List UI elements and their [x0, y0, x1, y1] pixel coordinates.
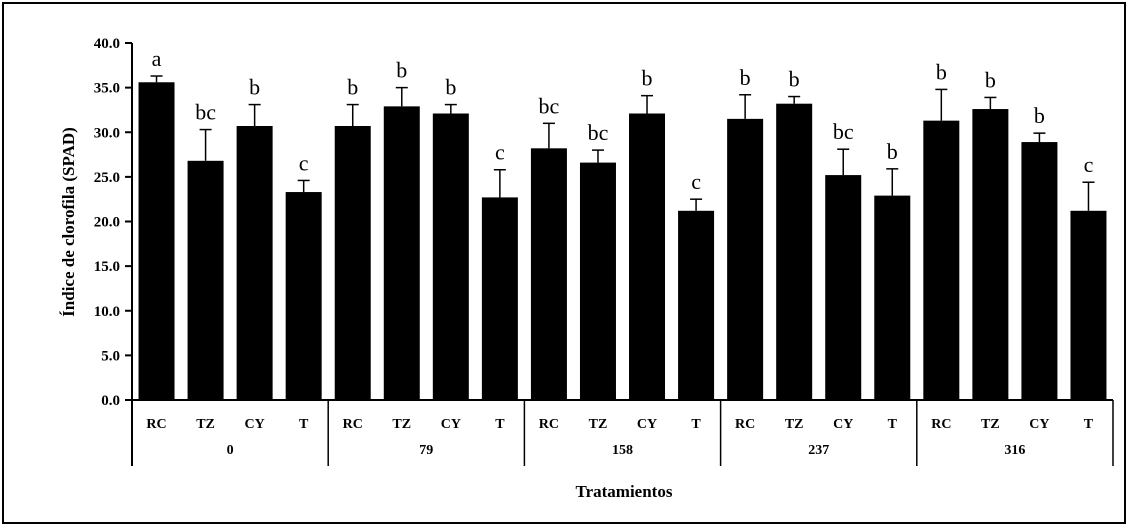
- bar: [334, 126, 371, 400]
- significance-letter: c: [1084, 152, 1094, 177]
- bar: [874, 195, 911, 400]
- significance-letter: b: [887, 139, 898, 164]
- significance-letter: c: [691, 169, 701, 194]
- category-label: T: [299, 417, 309, 432]
- significance-letter: c: [299, 150, 309, 175]
- category-label: TZ: [196, 417, 215, 432]
- bar: [138, 82, 175, 401]
- bar: [383, 106, 420, 401]
- significance-letter: b: [249, 75, 260, 100]
- category-label: T: [691, 417, 701, 432]
- group-label: 79: [419, 443, 433, 458]
- bar: [579, 162, 616, 400]
- category-label: RC: [931, 417, 951, 432]
- category-label: TZ: [981, 417, 1000, 432]
- bar: [1021, 142, 1058, 400]
- bar: [285, 192, 322, 400]
- significance-letter: b: [445, 75, 456, 100]
- category-label: TZ: [589, 417, 608, 432]
- bar: [923, 120, 960, 401]
- significance-letter: b: [1034, 103, 1045, 128]
- category-label: CY: [637, 417, 657, 432]
- y-tick-label: 0.0: [101, 393, 120, 409]
- bar: [432, 113, 469, 400]
- group-label: 316: [1004, 443, 1025, 458]
- category-label: RC: [343, 417, 363, 432]
- significance-letter: bc: [539, 93, 560, 118]
- x-axis-title: Tratamientos: [576, 482, 673, 501]
- group-label: 237: [808, 443, 829, 458]
- y-tick-label: 25.0: [94, 170, 120, 186]
- bar: [727, 118, 764, 401]
- significance-letter: b: [985, 67, 996, 92]
- bar: [776, 103, 813, 400]
- y-tick-label: 5.0: [101, 348, 120, 364]
- bar: [678, 210, 715, 400]
- significance-letter: b: [789, 67, 800, 92]
- bar: [481, 197, 518, 400]
- y-tick-label: 40.0: [94, 36, 120, 52]
- bar: [825, 175, 862, 400]
- bar: [236, 126, 273, 400]
- significance-letter: c: [495, 140, 505, 165]
- category-label: RC: [146, 417, 166, 432]
- y-tick-label: 10.0: [94, 304, 120, 320]
- bar: [187, 160, 224, 400]
- category-label: CY: [1029, 417, 1049, 432]
- significance-letter: bc: [588, 120, 609, 145]
- category-label: T: [888, 417, 898, 432]
- category-label: T: [495, 417, 505, 432]
- category-label: CY: [245, 417, 265, 432]
- category-label: T: [1084, 417, 1094, 432]
- significance-letter: bc: [833, 119, 854, 144]
- y-tick-label: 15.0: [94, 259, 120, 275]
- bar: [629, 113, 666, 400]
- bar: [1070, 210, 1107, 400]
- group-label: 158: [612, 443, 633, 458]
- category-label: RC: [539, 417, 559, 432]
- category-label: RC: [735, 417, 755, 432]
- significance-letter: b: [936, 59, 947, 84]
- significance-letter: a: [152, 46, 162, 71]
- significance-letter: b: [740, 65, 751, 90]
- y-tick-label: 35.0: [94, 81, 120, 97]
- group-label: 0: [227, 443, 234, 458]
- significance-letter: b: [347, 75, 358, 100]
- category-label: TZ: [392, 417, 411, 432]
- y-tick-label: 30.0: [94, 125, 120, 141]
- bar: [972, 109, 1009, 401]
- y-tick-label: 20.0: [94, 215, 120, 231]
- significance-letter: bc: [195, 100, 216, 125]
- bar: [530, 148, 567, 400]
- category-label: CY: [833, 417, 853, 432]
- category-label: TZ: [785, 417, 804, 432]
- y-axis-title: Índice de clorofila (SPAD): [59, 127, 78, 317]
- significance-letter: b: [642, 66, 653, 91]
- category-label: CY: [441, 417, 461, 432]
- significance-letter: b: [396, 58, 407, 83]
